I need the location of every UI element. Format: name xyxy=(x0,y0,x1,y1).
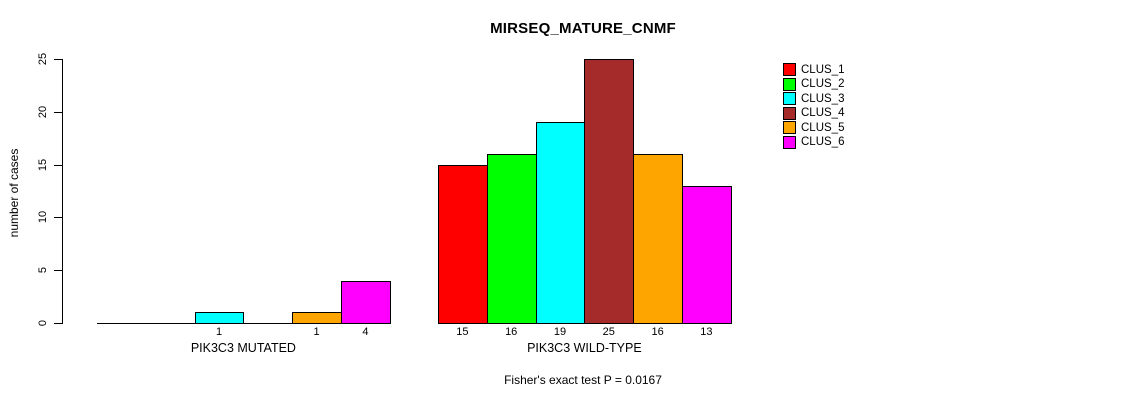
y-axis-label: number of cases xyxy=(7,148,21,238)
y-tick-label: 5 xyxy=(37,267,49,274)
zero-bar-clus_1 xyxy=(97,323,147,324)
bar-clus_3 xyxy=(535,122,586,324)
bar-value-label: 19 xyxy=(553,326,567,338)
legend-label: CLUS_6 xyxy=(801,136,845,148)
legend-swatch xyxy=(783,135,796,149)
bar-value-label: 13 xyxy=(700,326,713,338)
bar-clus_3 xyxy=(194,312,245,324)
chart-title: MIRSEQ_MATURE_CNMF xyxy=(490,20,676,37)
bar-clus_5 xyxy=(633,154,683,324)
legend-item-clus_6: CLUS_6 xyxy=(783,135,853,149)
legend-swatch xyxy=(783,63,796,76)
y-tick xyxy=(54,323,62,324)
legend-item-clus_2: CLUS_2 xyxy=(783,77,853,91)
bar-clus_5 xyxy=(292,312,342,324)
bar-clus_2 xyxy=(486,154,537,324)
legend-swatch xyxy=(783,77,796,91)
y-tick-label: 10 xyxy=(37,211,49,224)
bar-value-label: 15 xyxy=(456,326,469,338)
legend-swatch xyxy=(783,106,796,120)
y-axis-line xyxy=(62,59,63,324)
bar-value-label: 1 xyxy=(215,326,223,338)
legend-item-clus_3: CLUS_3 xyxy=(783,92,853,105)
y-tick xyxy=(54,111,62,113)
bar-clus_4 xyxy=(584,59,635,324)
group-axis-label: PIK3C3 MUTATED xyxy=(190,341,296,355)
legend-swatch xyxy=(783,121,796,134)
legend-label: CLUS_3 xyxy=(801,92,845,105)
y-tick xyxy=(54,164,62,166)
y-tick-label: 15 xyxy=(37,158,49,171)
bar-value-label: 4 xyxy=(362,326,369,338)
legend-swatch xyxy=(783,92,796,105)
y-tick xyxy=(54,270,62,272)
bar-clus_1 xyxy=(438,164,488,324)
bar-value-label: 16 xyxy=(651,326,664,338)
legend-label: CLUS_1 xyxy=(801,63,845,76)
y-tick-label: 0 xyxy=(37,319,49,327)
legend-item-clus_5: CLUS_5 xyxy=(783,121,853,134)
legend-label: CLUS_5 xyxy=(801,121,845,134)
bar-value-label: 25 xyxy=(602,326,615,338)
legend-label: CLUS_4 xyxy=(801,107,845,119)
legend-label: CLUS_2 xyxy=(801,78,845,90)
legend-item-clus_4: CLUS_4 xyxy=(783,106,853,120)
y-tick-label: 20 xyxy=(37,105,49,118)
footer-caption: Fisher's exact test P = 0.0167 xyxy=(504,373,662,387)
group-axis-label: PIK3C3 WILD-TYPE xyxy=(527,341,642,355)
bar-value-label: 16 xyxy=(505,326,518,338)
y-tick-label: 25 xyxy=(37,52,49,66)
zero-bar-clus_4 xyxy=(243,323,294,324)
y-tick xyxy=(54,217,62,219)
bar-clus_6 xyxy=(682,185,732,324)
zero-bar-clus_2 xyxy=(145,323,196,324)
legend-item-clus_1: CLUS_1 xyxy=(783,63,853,76)
y-tick xyxy=(54,59,62,60)
bar-clus_6 xyxy=(341,280,391,324)
bar-value-label: 1 xyxy=(313,326,320,338)
